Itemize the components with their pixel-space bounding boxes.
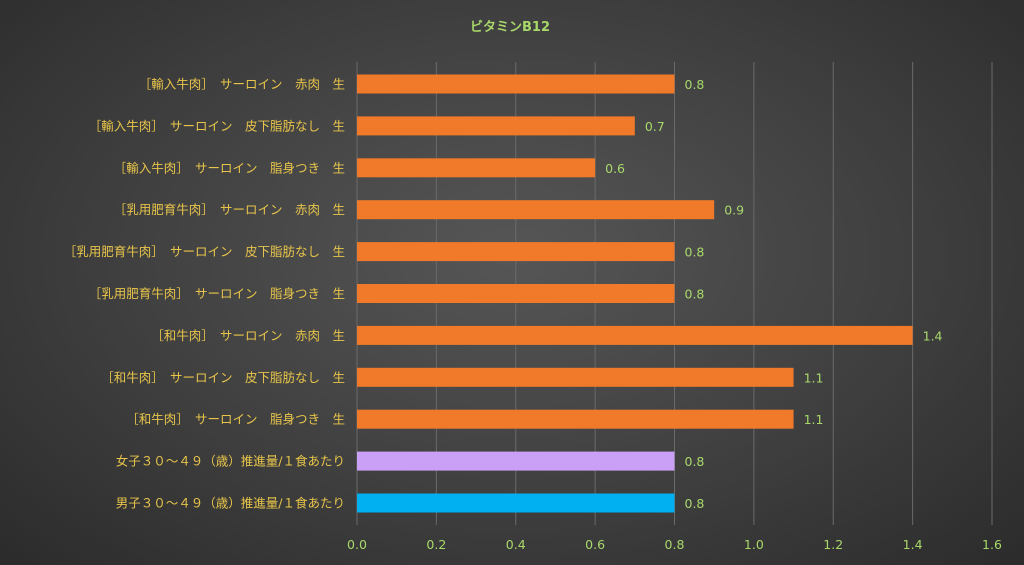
data-label: 0.8	[685, 454, 705, 469]
category-labels: ［輸入牛肉］ サーロイン 赤肉 生 ［輸入牛肉］ サーロイン 皮下脂肪なし 生 ［輸…	[64, 77, 345, 511]
x-tick-label: 0.8	[665, 537, 685, 552]
x-tick-label: 0.6	[585, 537, 605, 552]
x-tick-label: 1.0	[744, 537, 764, 552]
x-tick-label: 0.4	[506, 537, 526, 552]
value-labels: 0.8 0.7 0.6 0.9 0.8 0.8 1.4 1.1 1.1 0.8 0.8	[605, 77, 942, 511]
data-label: 0.8	[685, 77, 705, 92]
bars	[357, 74, 913, 513]
category-label: ［乳用肥育牛肉］ サーロイン 赤肉 生	[114, 202, 345, 217]
category-label: ［乳用肥育牛肉］ サーロイン 脂身つき 生	[89, 286, 345, 301]
bar	[357, 451, 675, 471]
category-label: ［輸入牛肉］ サーロイン 皮下脂肪なし 生	[89, 118, 345, 133]
category-label: ［輸入牛肉］ サーロイン 脂身つき 生	[114, 160, 345, 175]
data-label: 0.8	[685, 496, 705, 511]
bar	[357, 367, 794, 387]
x-tick-label: 1.4	[903, 537, 923, 552]
bar	[357, 116, 635, 136]
category-label: 女子３０～４９（歳）推進量/１食あたり	[116, 454, 345, 469]
bar	[357, 493, 675, 513]
data-label: 1.1	[804, 370, 824, 385]
data-label: 0.9	[724, 203, 744, 218]
bar	[357, 325, 913, 345]
bar	[357, 74, 675, 94]
data-label: 1.4	[923, 328, 943, 343]
x-tick-label: 0.2	[426, 537, 446, 552]
chart-title: ビタミンB12	[470, 19, 550, 35]
category-label: ［乳用肥育牛肉］ サーロイン 皮下脂肪なし 生	[64, 244, 345, 259]
data-label: 0.8	[685, 287, 705, 302]
bar	[357, 284, 675, 303]
bar	[357, 409, 794, 429]
category-label: ［和牛肉］ サーロイン 脂身つき 生	[126, 412, 345, 427]
x-tick-label: 1.6	[982, 537, 1002, 552]
bar	[357, 158, 596, 178]
data-label: 0.7	[645, 119, 665, 134]
data-label: 1.1	[804, 412, 824, 427]
category-label: 男子３０～４９（歳）推進量/１食あたり	[116, 496, 345, 511]
data-label: 0.8	[685, 245, 705, 260]
category-label: ［和牛肉］ サーロイン 皮下脂肪なし 生	[101, 370, 345, 385]
data-label: 0.6	[605, 161, 625, 176]
category-label: ［輸入牛肉］ サーロイン 赤肉 生	[139, 77, 345, 92]
category-label: ［和牛肉］ サーロイン 赤肉 生	[151, 328, 345, 343]
bar	[357, 200, 715, 220]
x-tick-label: 0.0	[347, 537, 367, 552]
bar	[357, 242, 675, 262]
x-tick-label: 1.2	[823, 537, 843, 552]
x-axis-tick-labels: 0.0 0.2 0.4 0.6 0.8 1.0 1.2 1.4 1.6	[347, 537, 1002, 552]
